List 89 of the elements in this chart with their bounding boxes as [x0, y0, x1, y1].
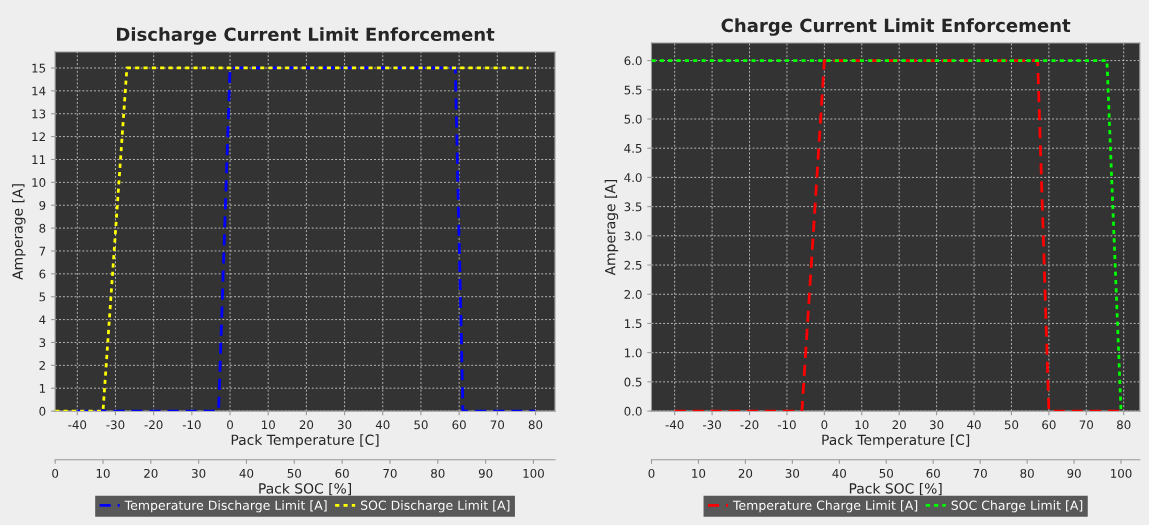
x2-tick-label: 50	[879, 468, 893, 478]
y-tick-label: 11	[32, 155, 46, 164]
x2-tick-label: 20	[738, 468, 753, 478]
x-tick-label: 40	[967, 420, 981, 430]
y-tick-label: 9	[39, 200, 46, 210]
y-tick-label: 4	[39, 315, 46, 325]
x2-tick-label: 90	[478, 468, 493, 478]
x-tick-label: 30	[337, 420, 352, 430]
x2-axis-title: Pack SOC [%]	[849, 482, 942, 496]
x-tick-label: -30	[703, 420, 721, 430]
x-tick-label: 50	[414, 420, 428, 430]
y-tick-label: 1.5	[624, 319, 642, 329]
y-tick-label: 1	[39, 384, 46, 393]
x2-tick-label: 20	[144, 468, 158, 478]
y-tick-label: 0.0	[624, 406, 642, 416]
y-tick-label: 13	[32, 109, 46, 119]
y-tick-label: 6.0	[624, 56, 642, 66]
x-tick-label: 70	[1079, 420, 1094, 430]
x2-tick-label: 100	[1111, 468, 1132, 478]
x2-tick-label: 0	[648, 468, 655, 478]
x-tick-label: 60	[452, 420, 466, 430]
legend-label: Temperature Discharge Limit [A]	[124, 500, 327, 513]
x-tick-label: 50	[1004, 420, 1019, 430]
x-axis-title: Pack Temperature [C]	[822, 434, 970, 448]
x2-tick-label: 60	[335, 468, 349, 478]
x2-axis-title: Pack SOC [%]	[259, 482, 351, 496]
x-tick-label: 20	[892, 420, 906, 430]
x2-tick-label: 80	[431, 468, 445, 478]
y-tick-label: 5.0	[624, 114, 642, 124]
chart-title: Discharge Current Limit Enforcement	[117, 27, 495, 45]
legend-label: SOC Discharge Limit [A]	[360, 500, 510, 513]
y-tick-label: 2.0	[624, 289, 642, 299]
x-tick-label: -20	[740, 420, 759, 430]
y-tick-label: 14	[32, 86, 46, 96]
x-tick-label: 80	[1117, 420, 1131, 430]
x-tick-label: 10	[262, 420, 275, 430]
y-tick-label: 3.5	[624, 202, 642, 212]
x-tick-label: -10	[182, 420, 201, 430]
x-tick-label: 70	[490, 420, 505, 430]
x2-tick-label: 40	[832, 468, 847, 478]
y-tick-label: 4.5	[624, 144, 642, 153]
y-tick-label: 3.0	[624, 231, 642, 241]
y-tick-label: 5	[39, 292, 46, 302]
y-tick-label: 2	[39, 361, 45, 370]
x2-tick-label: 70	[383, 468, 397, 478]
x2-tick-label: 30	[785, 468, 800, 478]
y-axis-title: Amperage [A]	[12, 184, 26, 280]
y-tick-label: 5.5	[624, 85, 642, 95]
x-tick-label: -20	[144, 420, 163, 430]
x2-tick-label: 0	[52, 468, 59, 478]
x2-tick-label: 90	[1067, 468, 1081, 478]
x-tick-label: -40	[68, 420, 87, 430]
y-tick-label: 4.0	[624, 173, 642, 183]
y-tick-label: 10	[32, 178, 46, 187]
x-tick-label: -10	[777, 420, 796, 430]
y-tick-label: 2.5	[624, 260, 642, 270]
legend-label: SOC Charge Limit [A]	[951, 500, 1083, 513]
x-tick-label: -30	[106, 420, 125, 430]
x2-tick-label: 10	[692, 468, 706, 478]
x-tick-label: 0	[227, 420, 233, 430]
chart-title: Charge Current Limit Enforcement	[721, 18, 1071, 36]
x2-tick-label: 80	[1020, 468, 1034, 478]
x-tick-label: 80	[528, 420, 543, 430]
x2-tick-label: 70	[973, 468, 987, 478]
y-tick-label: 0.5	[624, 377, 642, 387]
x2-tick-label: 40	[239, 468, 254, 478]
y-tick-label: 12	[32, 132, 45, 142]
y-tick-label: 3	[39, 338, 46, 348]
x2-tick-label: 50	[287, 468, 302, 478]
x-tick-label: 10	[855, 420, 869, 430]
x-tick-label: 40	[375, 420, 390, 430]
y-tick-label: 7	[39, 246, 46, 256]
x-tick-label: 60	[1042, 420, 1056, 430]
x2-tick-label: 60	[926, 468, 940, 478]
x2-tick-label: 10	[96, 468, 110, 478]
x-tick-label: -40	[665, 420, 684, 430]
y-tick-label: 0	[39, 406, 46, 416]
x2-tick-label: 100	[523, 468, 544, 478]
x-tick-label: 0	[821, 420, 828, 430]
y-axis-title: Amperage [A]	[604, 179, 619, 276]
y-tick-label: 1.0	[624, 348, 642, 358]
x2-tick-label: 30	[192, 468, 206, 478]
y-tick-label: 6	[39, 269, 46, 279]
legend-label: Temperature Charge Limit [A]	[732, 500, 918, 513]
x-tick-label: 30	[930, 420, 944, 430]
y-tick-label: 15	[32, 63, 46, 73]
y-tick-label: 8	[39, 223, 46, 233]
x-tick-label: 20	[299, 420, 314, 430]
x-axis-title: Pack Temperature [C]	[231, 434, 379, 448]
